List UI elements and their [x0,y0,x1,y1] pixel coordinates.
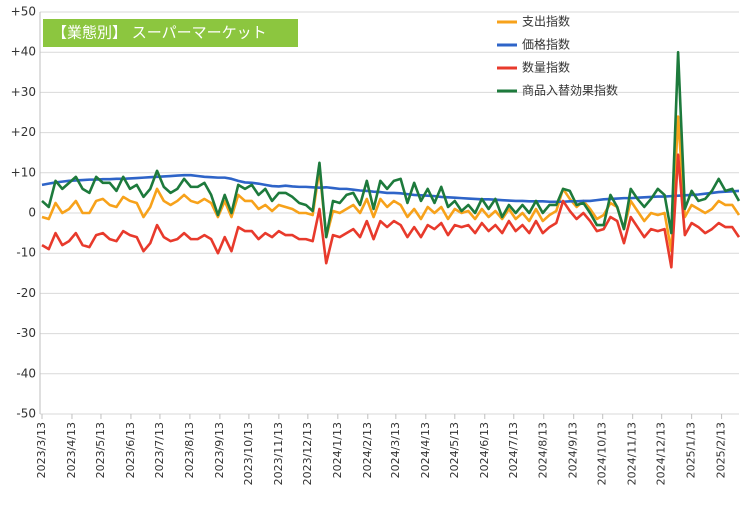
x-tick-label: 2024/11/13 [626,422,639,485]
y-tick-label: +40 [11,45,36,59]
series-line [41,153,741,269]
x-tick-label: 2024/9/13 [567,422,580,478]
x-tick-label: 2023/9/13 [213,422,226,478]
x-tick-label: 2025/2/13 [715,422,728,478]
x-tick-label: 2024/1/13 [331,422,344,478]
x-tick-label: 2023/11/13 [272,422,285,485]
series-line [41,50,741,239]
x-tick-label: 2024/10/13 [596,422,609,485]
y-tick-label: -50 [16,407,36,421]
legend-label: 価格指数 [522,37,570,52]
y-tick-label: +10 [11,165,36,179]
y-tick-label: 0 [28,206,36,220]
x-tick-label: 2024/12/13 [655,422,668,485]
x-tick-label: 2023/5/13 [94,422,107,478]
x-tick-label: 2023/7/13 [153,422,166,478]
y-tick-label: -40 [16,366,36,380]
x-tick-label: 2024/7/13 [507,422,520,478]
x-tick-label: 2023/12/13 [301,422,314,485]
x-tick-label: 2023/6/13 [124,422,137,478]
y-tick-label: -10 [16,246,36,260]
x-tick-label: 2023/3/13 [35,422,48,478]
series-line [41,173,740,204]
legend-label: 支出指数 [522,14,570,29]
y-tick-label: +50 [11,5,36,19]
chart-title: 【業態別】 スーパーマーケット [52,24,267,42]
x-tick-label: 2024/2/13 [361,422,374,478]
x-tick-label: 2024/3/13 [389,422,402,478]
title-box [43,19,298,47]
x-tick-label: 2025/1/13 [685,422,698,478]
y-tick-label: -30 [16,326,36,340]
y-tick-label: -20 [16,286,36,300]
x-tick-label: 2023/10/13 [242,422,255,485]
legend-label: 商品入替効果指数 [522,83,618,98]
x-tick-label: 2024/5/13 [448,422,461,478]
x-tick-label: 2023/8/13 [183,422,196,478]
x-tick-label: 2024/4/13 [419,422,432,478]
legend-label: 数量指数 [522,60,570,75]
y-tick-label: +20 [11,125,36,139]
x-tick-label: 2023/4/13 [65,422,78,478]
x-tick-label: 2024/8/13 [537,422,550,478]
x-tick-label: 2024/6/13 [478,422,491,478]
y-tick-label: +30 [11,85,36,99]
